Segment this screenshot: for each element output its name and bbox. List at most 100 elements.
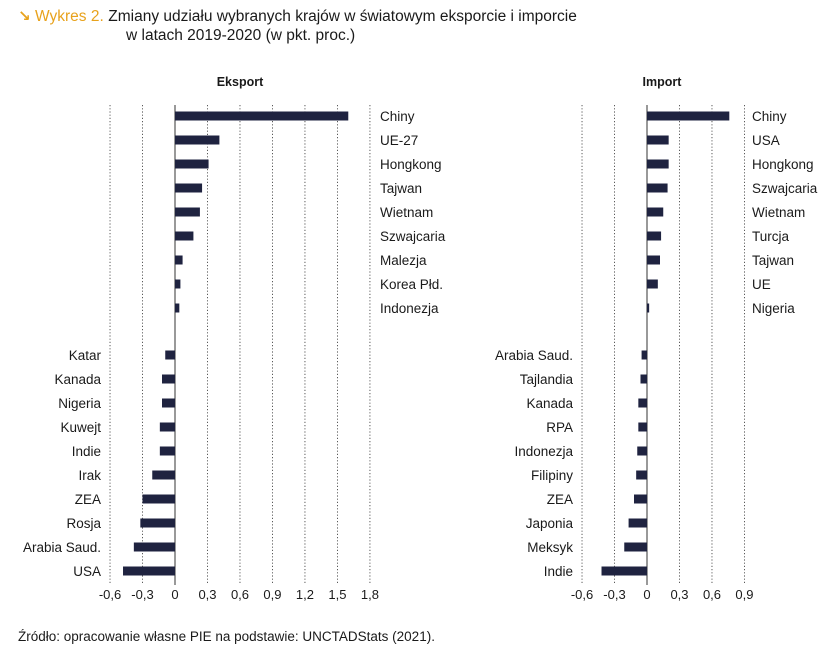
category-label-export: Kanada <box>54 372 101 387</box>
category-label-import: Wietnam <box>752 205 805 220</box>
bar-export <box>165 350 175 360</box>
bar-import <box>647 183 668 193</box>
chart-title-line2: w latach 2019-2020 (w pkt. proc.) <box>126 27 356 44</box>
tick-label-export: -0,3 <box>131 587 153 602</box>
category-label-export: USA <box>73 564 101 579</box>
category-label-import: Japonia <box>526 516 574 531</box>
bar-import <box>647 303 650 313</box>
bar-import <box>647 231 662 241</box>
category-label-export: Szwajcaria <box>380 229 446 244</box>
category-label-import: Chiny <box>752 109 787 124</box>
category-label-import: Tajwan <box>752 253 794 268</box>
category-label-export: Arabia Saud. <box>23 540 101 555</box>
category-label-import: Kanada <box>526 396 573 411</box>
bar-export <box>175 303 180 313</box>
category-label-export: Irak <box>78 468 101 483</box>
bar-export <box>175 135 220 145</box>
bar-import <box>628 518 647 528</box>
category-label-import: ZEA <box>547 492 573 507</box>
tick-label-export: 0 <box>171 587 178 602</box>
bar-export <box>175 207 200 217</box>
category-label-import: Arabia Saud. <box>495 348 573 363</box>
bar-export <box>133 542 175 552</box>
arrow-down-right-icon: ↘ <box>18 8 31 25</box>
tick-label-export: 1,2 <box>296 587 314 602</box>
bar-import <box>638 422 647 432</box>
chart-title: Zmiany udziału wybranych krajów w świato… <box>108 8 577 25</box>
category-label-export: ZEA <box>75 492 101 507</box>
bar-export <box>162 374 175 384</box>
bar-import <box>647 135 669 145</box>
bar-import <box>638 398 647 408</box>
bar-export <box>140 518 175 528</box>
category-label-import: Tajlandia <box>520 372 574 387</box>
bar-export <box>175 255 183 265</box>
tick-label-export: 1,8 <box>361 587 379 602</box>
tick-label-export: 1,5 <box>328 587 346 602</box>
tick-label-import: 0,3 <box>670 587 688 602</box>
category-label-import: Indonezja <box>514 444 573 459</box>
category-label-export: Rosja <box>66 516 101 531</box>
bar-import <box>641 350 647 360</box>
category-label-export: Wietnam <box>380 205 433 220</box>
category-label-import: Hongkong <box>752 157 814 172</box>
category-label-export: Nigeria <box>58 396 101 411</box>
tick-label-import: 0,6 <box>703 587 721 602</box>
bar-import <box>647 255 660 265</box>
bar-export <box>175 231 194 241</box>
category-label-export: Kuwejt <box>60 420 101 435</box>
bar-import <box>647 207 664 217</box>
bar-export <box>159 422 175 432</box>
category-label-import: Indie <box>544 564 573 579</box>
chart-header: ↘ Wykres 2. Zmiany udziału wybranych kra… <box>18 7 818 44</box>
figure-label: Wykres 2. <box>35 8 104 25</box>
category-label-import: Szwajcaria <box>752 181 818 196</box>
bar-export <box>123 566 175 576</box>
bar-export <box>152 470 175 480</box>
bar-export <box>175 159 209 169</box>
tick-label-export: 0,9 <box>263 587 281 602</box>
category-label-import: UE <box>752 277 771 292</box>
category-label-import: Nigeria <box>752 301 795 316</box>
category-label-import: RPA <box>546 420 573 435</box>
bar-import <box>647 159 669 169</box>
category-label-export: Malezja <box>380 253 427 268</box>
tick-label-import: -0,3 <box>603 587 625 602</box>
source-note: Źródło: opracowanie własne PIE na podsta… <box>18 629 435 644</box>
category-label-import: Filipiny <box>531 468 573 483</box>
bar-import <box>637 446 647 456</box>
panel-title-import: Import <box>643 75 683 89</box>
bar-export <box>175 183 203 193</box>
bar-export <box>175 279 181 289</box>
category-label-export: Tajwan <box>380 181 422 196</box>
panel-title-export: Eksport <box>217 75 264 89</box>
bar-import <box>640 374 647 384</box>
bar-import <box>624 542 647 552</box>
bar-import <box>636 470 647 480</box>
category-label-export: UE-27 <box>380 133 418 148</box>
tick-label-export: -0,6 <box>99 587 121 602</box>
bar-import <box>647 279 658 289</box>
category-label-export: Hongkong <box>380 157 442 172</box>
category-label-export: Katar <box>69 348 102 363</box>
bar-export <box>162 398 175 408</box>
category-label-export: Indonezja <box>380 301 439 316</box>
tick-label-export: 0,3 <box>198 587 216 602</box>
bar-export <box>175 111 349 121</box>
bar-import <box>647 111 730 121</box>
category-label-export: Korea Płd. <box>380 277 443 292</box>
tick-label-export: 0,6 <box>231 587 249 602</box>
bar-export <box>142 494 175 504</box>
category-label-export: Chiny <box>380 109 415 124</box>
tick-label-import: 0,9 <box>735 587 753 602</box>
tick-label-import: 0 <box>643 587 650 602</box>
category-label-import: Meksyk <box>527 540 573 555</box>
bar-import <box>601 566 647 576</box>
category-label-import: USA <box>752 133 780 148</box>
tick-label-import: -0,6 <box>571 587 593 602</box>
bar-import <box>634 494 647 504</box>
bar-export <box>159 446 175 456</box>
category-label-import: Turcja <box>752 229 789 244</box>
category-label-export: Indie <box>72 444 101 459</box>
